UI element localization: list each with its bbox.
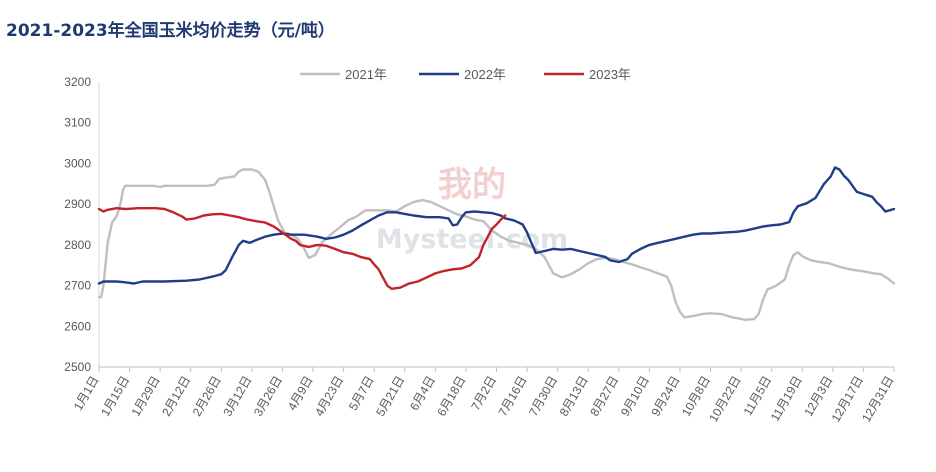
y-tick-label: 2500 [64,360,91,374]
x-tick-label: 2月12日 [159,374,193,419]
y-tick-label: 2900 [64,197,91,211]
series-lines [97,166,896,321]
y-tick-label: 2800 [64,238,91,252]
watermark-site-text: Mysteel.com [376,224,568,255]
series-line-2 [97,166,896,285]
x-tick-label: 4月23日 [312,374,346,419]
x-tick-label: 12月3日 [801,374,835,419]
x-tick-label: 2月26日 [190,374,224,419]
x-tick-label: 3月12日 [220,374,254,419]
watermark: 我的 Mysteel.com [376,165,568,255]
x-tick-label: 7月2日 [468,374,499,413]
x-tick-label: 5月21日 [373,374,407,419]
legend-label-1: 2021年 [345,67,387,82]
x-tick-label: 1月15日 [98,374,132,419]
x-tick-label: 10月8日 [679,374,713,419]
x-tick-label: 1月1日 [71,374,102,413]
x-tick-label: 4月9日 [285,374,316,413]
y-tick-label: 2600 [64,319,91,333]
watermark-logo-text: 我的 [438,165,506,205]
x-tick-label: 1月29日 [129,374,163,419]
legend-label-2: 2022年 [464,67,506,82]
x-tick-label: 11月5日 [741,374,775,418]
y-tick-label: 3000 [64,156,91,170]
x-tick-label: 7月30日 [526,374,560,419]
y-tick-label: 3100 [64,116,91,130]
series-line-3 [97,207,507,290]
x-tick-label: 5月7日 [346,374,377,413]
x-tick-label: 3月26日 [251,374,285,419]
series-line-1 [97,168,896,321]
x-tick-label: 6月18日 [434,374,468,419]
y-axis-ticks: 2500 2600 2700 2800 2900 3000 3100 3200 [64,75,91,374]
chart-title: 2021-2023年全国玉米均价走势（元/吨） [6,21,335,41]
x-tick-label: 8月27日 [587,374,621,419]
legend: 2021年 2022年 2023年 [300,67,631,82]
x-tick-label: 9月10日 [618,374,652,419]
y-tick-label: 2700 [64,279,91,293]
x-tick-label: 6月4日 [407,374,438,413]
legend-label-3: 2023年 [589,67,631,82]
x-tick-label: 7月16日 [496,374,530,419]
x-tick-label: 9月24日 [648,374,682,419]
x-tick-label: 8月13日 [557,374,591,419]
y-tick-label: 3200 [64,75,91,89]
